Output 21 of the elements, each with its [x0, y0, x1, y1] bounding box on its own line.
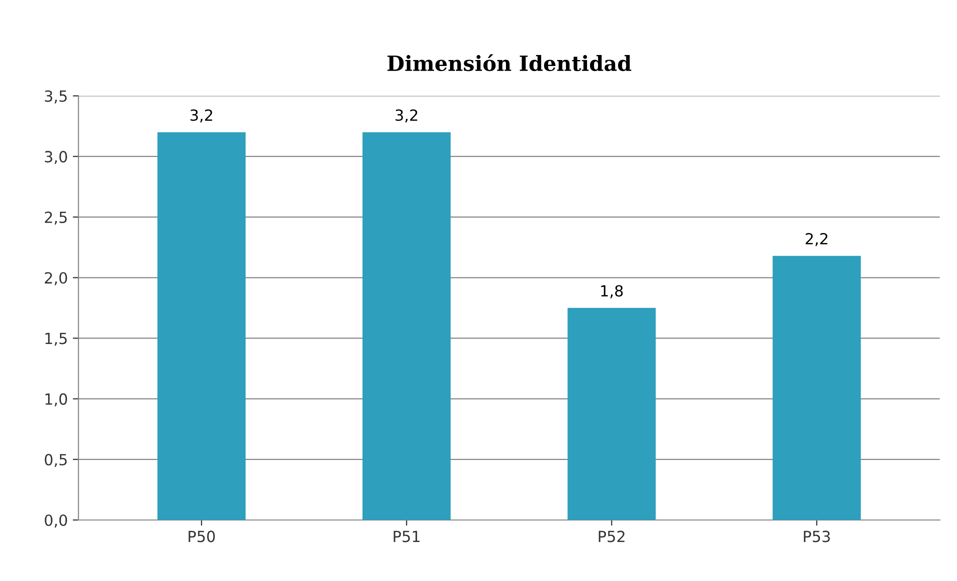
x-tick-label: P53 — [804, 530, 830, 542]
bar — [568, 308, 656, 520]
bar — [772, 256, 861, 520]
y-tick-label: 3,5 — [44, 90, 67, 104]
bar — [362, 132, 451, 520]
data-label: 3,2 — [396, 109, 418, 122]
y-tick-label: 2,0 — [44, 272, 68, 286]
y-tick-label: 1,5 — [45, 332, 67, 346]
y-tick-label: 1,0 — [45, 393, 68, 406]
data-label: 1,8 — [601, 285, 623, 298]
y-tick-label: 3,0 — [44, 150, 68, 164]
y-tick-label: 0,0 — [44, 514, 68, 528]
data-label: 2,2 — [806, 232, 828, 246]
bar — [157, 132, 246, 520]
y-tick-label: 0,5 — [44, 454, 67, 467]
x-tick-label: P51 — [394, 530, 420, 542]
x-tick-label: P50 — [188, 530, 215, 542]
chart-title: Dimensión Identidad — [387, 54, 632, 72]
x-tick-label: P52 — [598, 530, 624, 542]
data-label: 3,2 — [190, 109, 212, 122]
y-tick-label: 2,5 — [44, 212, 67, 225]
